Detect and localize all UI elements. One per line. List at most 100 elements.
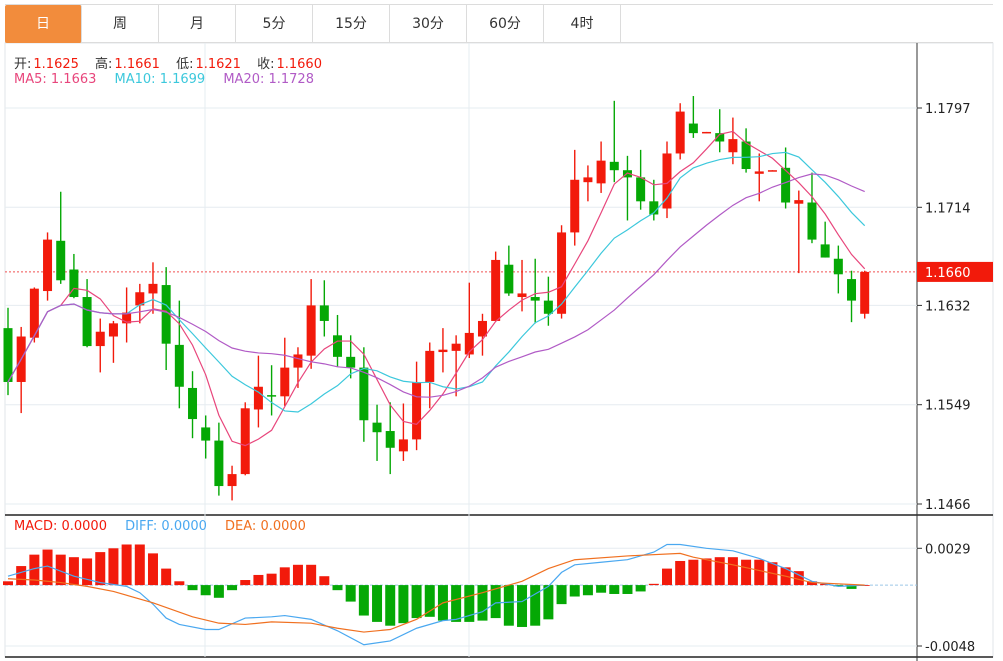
candle-body — [280, 367, 290, 397]
tab-4[interactable]: 15分 — [313, 5, 390, 43]
candle-body — [688, 123, 698, 134]
last-price-label: 1.1660 — [925, 266, 971, 281]
macd-bar — [398, 585, 409, 624]
macd-bar — [82, 558, 93, 586]
low-value: 1.1621 — [195, 57, 241, 72]
macd-bar — [701, 558, 712, 586]
candle-body — [543, 300, 553, 314]
y-tick-label: 1.1466 — [925, 498, 971, 513]
macd-bar — [806, 581, 817, 586]
candle-body — [267, 395, 277, 397]
macd-bar — [846, 585, 857, 589]
macd-bar — [3, 581, 13, 586]
macd-bar — [451, 585, 462, 622]
tab-7[interactable]: 4时 — [544, 5, 621, 43]
macd-bar — [266, 573, 277, 586]
candle-body — [56, 240, 66, 281]
candle-body — [82, 297, 92, 347]
macd-bar — [464, 585, 475, 622]
candle-body — [240, 408, 250, 475]
macd-bar — [95, 552, 106, 586]
candle-body — [728, 139, 738, 153]
macd-bar — [530, 585, 541, 626]
macd-bar — [174, 581, 185, 586]
macd-bar — [372, 585, 383, 622]
macd-bar — [121, 544, 132, 586]
candle-body — [385, 431, 395, 448]
close-value: 1.1660 — [276, 57, 322, 72]
candle-body — [596, 160, 606, 184]
close-label: 收: — [257, 57, 275, 72]
open-value: 1.1625 — [33, 57, 79, 72]
y-tick-label: 1.1797 — [925, 102, 971, 117]
macd-bar — [424, 585, 435, 617]
macd-bar — [200, 585, 211, 596]
candle-body — [504, 264, 514, 294]
macd-tick-label: 0.0029 — [925, 542, 971, 557]
macd-bar — [754, 559, 765, 586]
candle-body — [807, 202, 817, 240]
macd-bar — [279, 567, 290, 586]
macd-bar — [503, 585, 514, 626]
candle-body — [359, 367, 369, 421]
candle-body — [583, 177, 593, 183]
macd-tick-label: -0.0048 — [925, 640, 975, 655]
tab-1[interactable]: 周 — [82, 5, 159, 43]
macd-bar — [108, 548, 119, 586]
macd-bar — [55, 554, 66, 586]
candle-body — [108, 323, 118, 337]
tab-0[interactable]: 日 — [5, 5, 82, 43]
candle-body — [412, 381, 422, 440]
candle-body — [3, 328, 13, 382]
ma5-legend: MA5: 1.1663 — [14, 72, 97, 87]
candle-body — [293, 354, 303, 368]
macd-bar — [833, 585, 844, 587]
candle-body — [201, 427, 211, 441]
candle-body — [833, 258, 843, 275]
macd-bar — [648, 583, 659, 586]
y-tick-label: 1.1714 — [925, 201, 971, 216]
macd-bar — [490, 585, 501, 619]
candle-body — [767, 170, 777, 172]
tab-5[interactable]: 30分 — [390, 5, 467, 43]
ma20-legend: MA20: 1.1728 — [223, 72, 314, 87]
candle-body — [95, 331, 105, 347]
candle-body — [148, 283, 158, 294]
candle-body — [491, 259, 501, 321]
macd-bar — [635, 585, 646, 592]
macd-bar — [517, 585, 528, 627]
candle-body — [715, 133, 725, 142]
macd-bar — [582, 585, 593, 596]
ma-legend: MA5: 1.1663 MA10: 1.1699 MA20: 1.1728 — [14, 72, 316, 87]
macd-bar — [213, 585, 224, 598]
candle-body — [636, 177, 646, 202]
macd-bar — [319, 576, 330, 586]
macd-bar — [16, 566, 27, 586]
open-label: 开: — [14, 57, 32, 72]
macd-bar — [596, 585, 607, 593]
macd-bar — [42, 549, 53, 586]
candle-body — [477, 320, 487, 337]
tab-3[interactable]: 5分 — [236, 5, 313, 43]
candle-body — [135, 292, 145, 306]
dea-line — [7, 552, 865, 633]
macd-legend: MACD: 0.0000 DIFF: 0.0000 DEA: 0.0000 — [14, 519, 308, 534]
macd-bar — [385, 585, 396, 626]
macd-bar — [29, 554, 40, 586]
candle-body — [530, 297, 540, 301]
tab-2[interactable]: 月 — [159, 5, 236, 43]
period-tabs: 日周月 5分 15分 30分 60分 4时 — [5, 4, 993, 43]
candle-body — [69, 269, 79, 298]
macd-bar — [609, 585, 620, 594]
macd-bar — [741, 559, 752, 586]
low-label: 低: — [176, 57, 194, 72]
candle-body — [372, 422, 382, 433]
macd-bar — [358, 585, 369, 616]
candle-body — [754, 171, 764, 174]
diff-line — [7, 543, 865, 646]
tab-6[interactable]: 60分 — [467, 5, 544, 43]
ma10-line — [7, 151, 866, 413]
macd-bar — [253, 574, 264, 586]
macd-bar — [187, 585, 198, 591]
